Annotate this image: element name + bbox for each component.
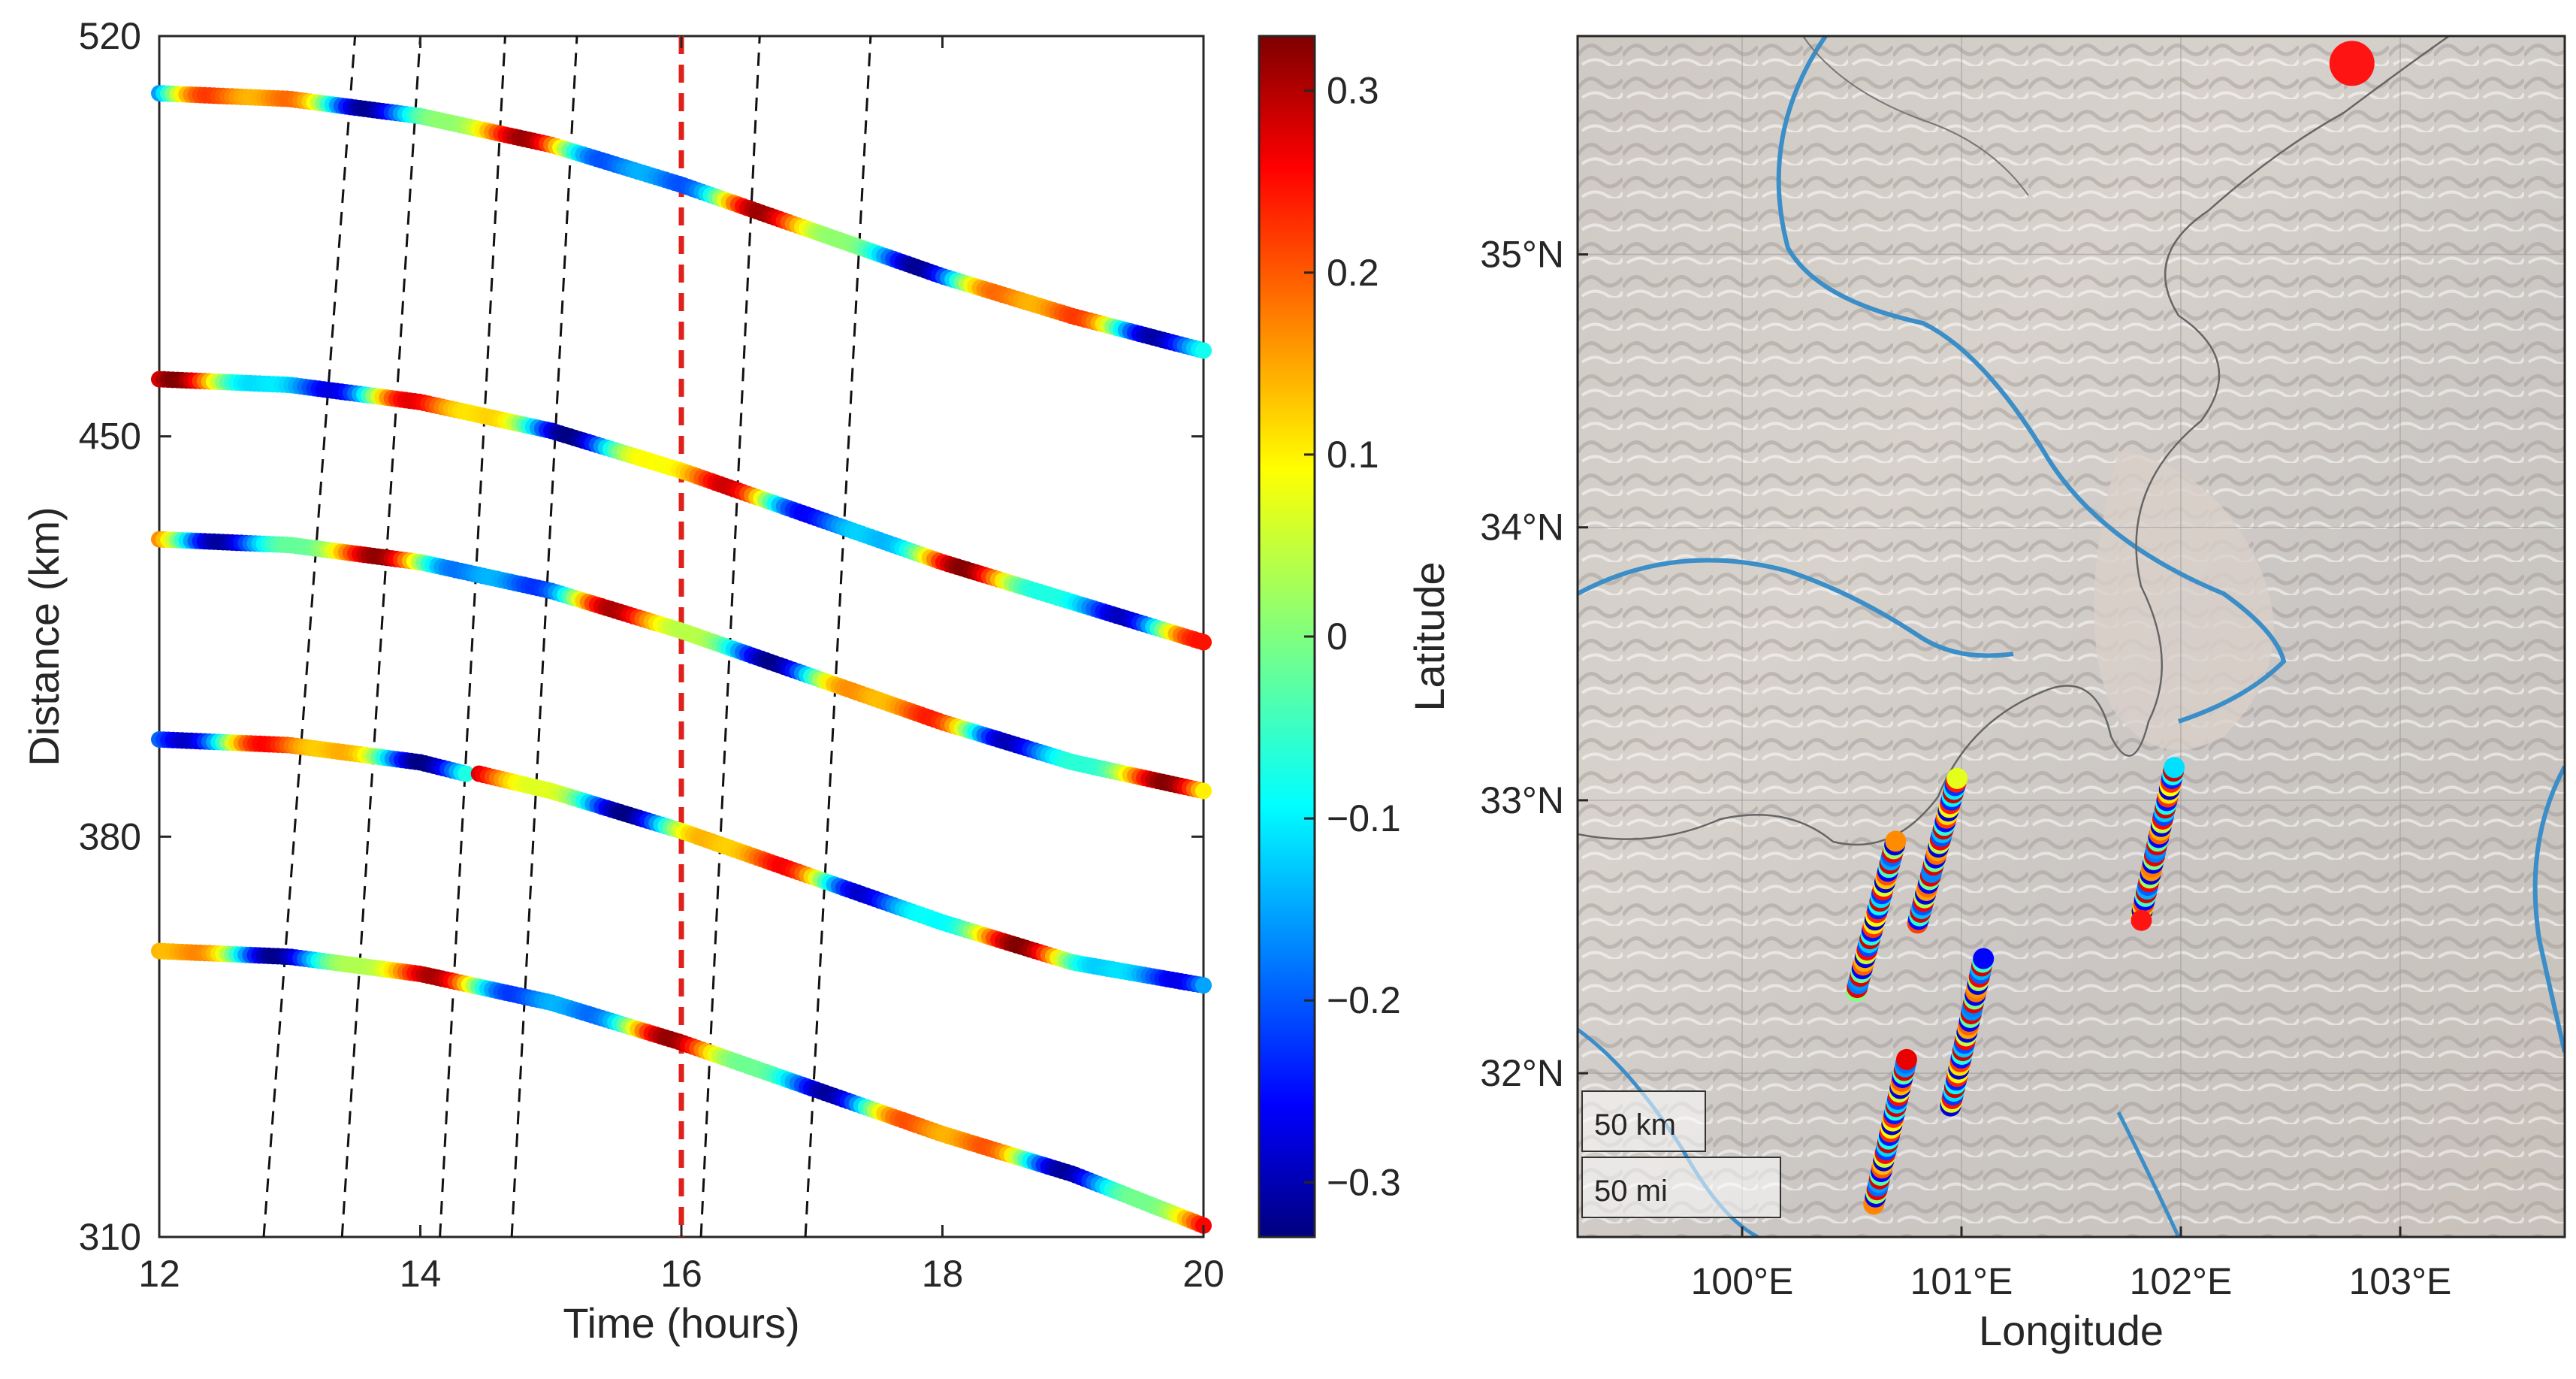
river-line xyxy=(1578,558,2014,658)
map-y-tick-label: 33°N xyxy=(1480,779,1564,821)
track-point xyxy=(2164,757,2185,779)
data-point xyxy=(458,765,475,782)
y-axis-label: Distance (km) xyxy=(20,507,68,766)
map-panel: 50 km 50 mi 100°E 101°E 102°E 103°E 35°N 34°… xyxy=(1406,35,2566,1354)
colorbar-tick-label: 0.2 xyxy=(1327,252,1379,294)
colorbar-tick-label: 0.1 xyxy=(1327,434,1379,476)
x-axis-label: Time (hours) xyxy=(563,1299,799,1347)
scale-bar-km-box xyxy=(1581,1090,1706,1152)
colorbar-tick-label: −0.2 xyxy=(1327,979,1401,1021)
scale-bar-km-label: 50 km xyxy=(1594,1108,1676,1142)
track-point xyxy=(1973,948,1995,969)
plateau-area xyxy=(2094,451,2274,750)
y-tick-label: 450 xyxy=(79,416,141,458)
scale-bar: 50 km 50 mi xyxy=(1581,1090,1781,1218)
map-y-axis-label: Latitude xyxy=(1406,561,1453,711)
y-tick-label: 310 xyxy=(79,1216,141,1258)
series-1 xyxy=(151,85,1212,359)
dashed-reference-line xyxy=(262,35,357,1238)
map-x-tick-label: 100°E xyxy=(1691,1260,1794,1302)
dashed-reference-line xyxy=(340,35,421,1238)
track-point xyxy=(1896,1048,1917,1070)
data-point xyxy=(1195,977,1212,994)
data-point xyxy=(1195,342,1212,359)
event-marker xyxy=(2131,909,2152,931)
y-tick-label: 380 xyxy=(79,815,141,857)
dashed-reference-line xyxy=(510,35,578,1238)
boundary-line xyxy=(1578,36,2450,846)
data-point xyxy=(1195,782,1212,800)
map-x-tick-label: 103°E xyxy=(2349,1260,2452,1302)
colorbar: 0.3 0.2 0.1 0 −0.1 −0.2 −0.3 xyxy=(1258,35,1401,1238)
x-tick-label: 20 xyxy=(1182,1253,1225,1295)
colorbar-ticks: 0.3 0.2 0.1 0 −0.1 −0.2 −0.3 xyxy=(1304,70,1401,1203)
map-tracks xyxy=(1845,757,2185,1215)
track-point xyxy=(1885,830,1907,852)
river-line xyxy=(2116,1111,2181,1237)
station-track xyxy=(1845,830,1907,1002)
colorbar-tick-label: −0.3 xyxy=(1327,1161,1401,1203)
map-x-tick-label: 101°E xyxy=(1910,1260,2013,1302)
series-4 xyxy=(151,731,475,782)
map-y-tick-label: 32°N xyxy=(1480,1052,1564,1094)
x-tick-label: 18 xyxy=(922,1253,964,1295)
x-tick-label: 12 xyxy=(138,1253,180,1295)
colorbar-tick-label: 0.3 xyxy=(1327,70,1379,112)
dashed-reference-line xyxy=(439,35,506,1238)
station-track xyxy=(1907,767,1968,934)
map-frame xyxy=(1576,35,2566,1238)
series-5 xyxy=(470,765,1212,994)
colorbar-tick-label: 0 xyxy=(1327,615,1348,658)
dashed-reference-line xyxy=(699,35,761,1238)
river-line xyxy=(1776,36,2287,724)
scale-bar-mi-label: 50 mi xyxy=(1594,1175,1668,1208)
distance-time-panel: 12 14 16 18 20 310 380 450 520 Time (hours) Dis… xyxy=(20,15,1225,1347)
series-6 xyxy=(151,942,1212,1234)
boundary-line xyxy=(1802,36,2029,196)
station-track xyxy=(2131,757,2185,926)
map-background: 50 km 50 mi xyxy=(1578,36,2565,1237)
track-point xyxy=(1946,767,1968,789)
map-y-tick-label: 34°N xyxy=(1480,507,1564,549)
map-y-ticks: 35°N 34°N 33°N 32°N xyxy=(1480,234,1588,1094)
series-3 xyxy=(151,531,1212,800)
source-marker xyxy=(2329,41,2375,86)
station-track xyxy=(1863,1048,1917,1215)
map-x-axis-label: Longitude xyxy=(1979,1307,2164,1354)
station-track xyxy=(1940,948,1995,1117)
map-x-tick-label: 102°E xyxy=(2130,1260,2233,1302)
map-markers xyxy=(2131,41,2375,931)
colorbar-tick-label: −0.1 xyxy=(1327,797,1401,839)
scale-bar-mi-box xyxy=(1581,1157,1781,1218)
map-x-ticks: 100°E 101°E 102°E 103°E xyxy=(1691,1226,2452,1302)
data-point xyxy=(1195,634,1212,651)
x-axis-ticks: 12 14 16 18 20 xyxy=(138,36,1225,1295)
x-tick-label: 16 xyxy=(660,1253,702,1295)
dashed-reference-line xyxy=(804,35,872,1238)
y-tick-label: 520 xyxy=(79,15,141,57)
x-tick-label: 14 xyxy=(400,1253,442,1295)
map-y-tick-label: 35°N xyxy=(1480,234,1564,276)
series-2 xyxy=(151,370,1212,651)
y-axis-ticks: 310 380 450 520 xyxy=(79,15,1203,1258)
scatter-series xyxy=(151,85,1212,1234)
river-line xyxy=(2532,765,2565,1053)
